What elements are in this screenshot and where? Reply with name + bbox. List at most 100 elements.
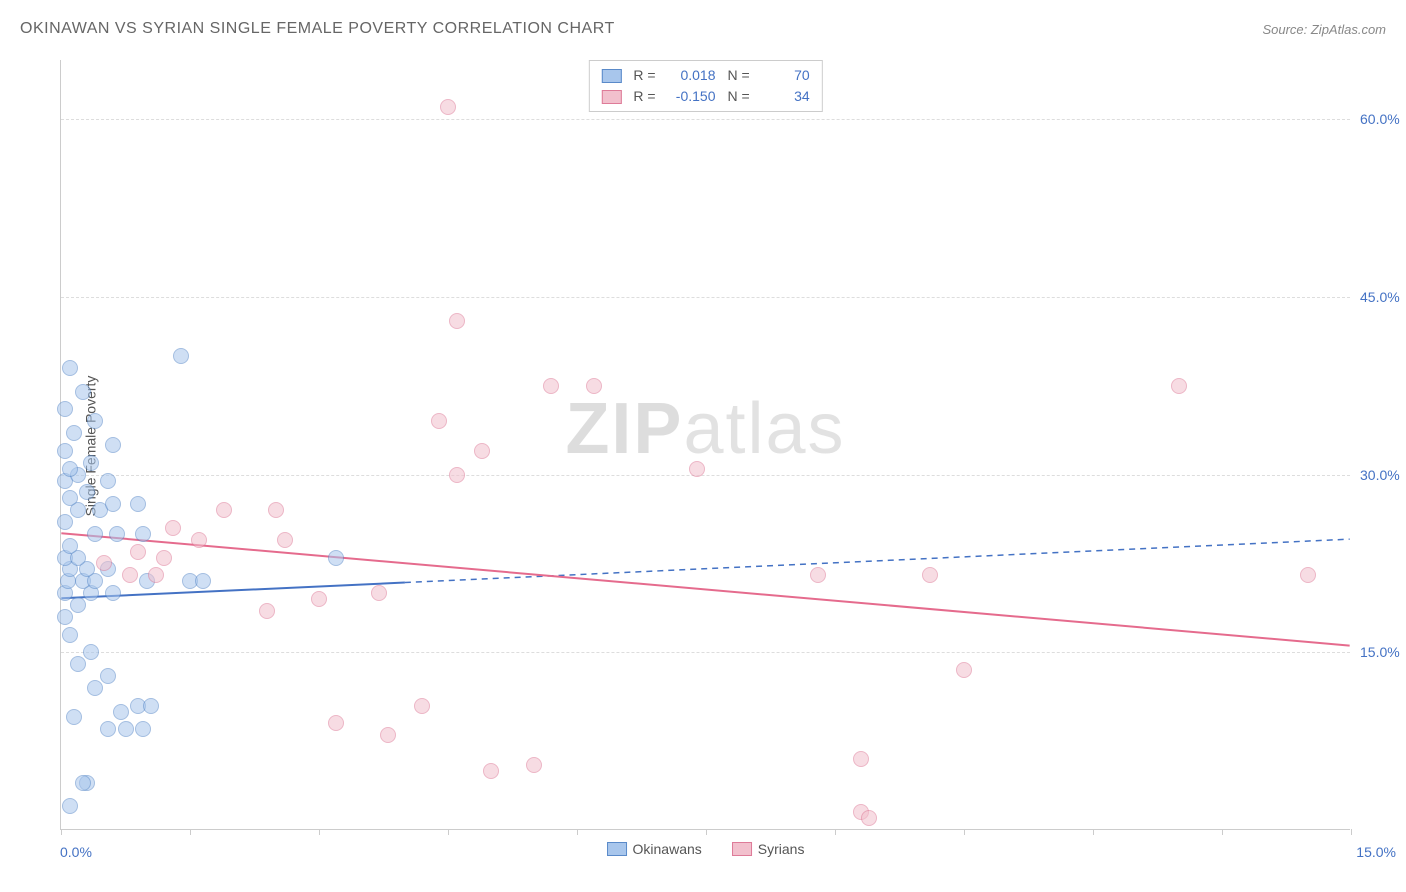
- data-point: [62, 490, 78, 506]
- data-point: [191, 532, 207, 548]
- data-point: [689, 461, 705, 477]
- data-point: [148, 567, 164, 583]
- data-point: [62, 461, 78, 477]
- legend-label-okinawans: Okinawans: [633, 841, 702, 857]
- data-point: [113, 704, 129, 720]
- data-point: [1171, 378, 1187, 394]
- y-tick-label: 60.0%: [1360, 111, 1406, 127]
- x-tick: [1222, 829, 1223, 835]
- n-value-syrians: 34: [758, 86, 810, 107]
- data-point: [861, 810, 877, 826]
- y-tick-label: 45.0%: [1360, 289, 1406, 305]
- data-point: [449, 467, 465, 483]
- data-point: [135, 721, 151, 737]
- data-point: [57, 401, 73, 417]
- data-point: [87, 413, 103, 429]
- data-point: [449, 313, 465, 329]
- correlation-legend: R = 0.018 N = 70 R = -0.150 N = 34: [588, 60, 822, 112]
- legend-item-okinawans: Okinawans: [607, 841, 702, 857]
- legend-label-syrians: Syrians: [758, 841, 805, 857]
- data-point: [100, 473, 116, 489]
- swatch-okinawans-bottom: [607, 842, 627, 856]
- y-tick-label: 15.0%: [1360, 644, 1406, 660]
- data-point: [75, 775, 91, 791]
- data-point: [526, 757, 542, 773]
- r-value-syrians: -0.150: [664, 86, 716, 107]
- data-point: [474, 443, 490, 459]
- data-point: [57, 514, 73, 530]
- data-point: [328, 715, 344, 731]
- r-value-okinawans: 0.018: [664, 65, 716, 86]
- data-point: [380, 727, 396, 743]
- x-tick: [1093, 829, 1094, 835]
- n-value-okinawans: 70: [758, 65, 810, 86]
- data-point: [96, 555, 112, 571]
- r-label: R =: [633, 86, 655, 107]
- trend-lines-svg: [61, 60, 1350, 829]
- watermark: ZIPatlas: [565, 388, 845, 470]
- data-point: [62, 538, 78, 554]
- data-point: [66, 709, 82, 725]
- data-point: [122, 567, 138, 583]
- data-point: [156, 550, 172, 566]
- x-tick: [706, 829, 707, 835]
- legend-item-syrians: Syrians: [732, 841, 805, 857]
- x-tick: [577, 829, 578, 835]
- chart-plot-area: ZIPatlas R = 0.018 N = 70 R = -0.150 N =…: [60, 60, 1350, 830]
- data-point: [83, 644, 99, 660]
- source-attribution: Source: ZipAtlas.com: [1262, 22, 1386, 37]
- data-point: [79, 484, 95, 500]
- y-tick-label: 30.0%: [1360, 467, 1406, 483]
- data-point: [259, 603, 275, 619]
- data-point: [1300, 567, 1316, 583]
- data-point: [414, 698, 430, 714]
- grid-line: [61, 119, 1350, 120]
- n-label: N =: [728, 65, 750, 86]
- x-tick: [1351, 829, 1352, 835]
- data-point: [311, 591, 327, 607]
- watermark-zip: ZIP: [565, 389, 683, 469]
- data-point: [100, 721, 116, 737]
- data-point: [143, 698, 159, 714]
- data-point: [130, 496, 146, 512]
- data-point: [440, 99, 456, 115]
- x-tick: [448, 829, 449, 835]
- data-point: [57, 443, 73, 459]
- x-tick: [964, 829, 965, 835]
- data-point: [70, 597, 86, 613]
- data-point: [105, 496, 121, 512]
- series-legend: Okinawans Syrians: [607, 841, 805, 857]
- data-point: [543, 378, 559, 394]
- data-point: [586, 378, 602, 394]
- legend-row-okinawans: R = 0.018 N = 70: [601, 65, 809, 86]
- data-point: [268, 502, 284, 518]
- data-point: [277, 532, 293, 548]
- watermark-atlas: atlas: [683, 389, 845, 469]
- data-point: [57, 609, 73, 625]
- data-point: [371, 585, 387, 601]
- data-point: [956, 662, 972, 678]
- data-point: [62, 627, 78, 643]
- data-point: [810, 567, 826, 583]
- data-point: [431, 413, 447, 429]
- data-point: [328, 550, 344, 566]
- data-point: [83, 455, 99, 471]
- data-point: [135, 526, 151, 542]
- grid-line: [61, 475, 1350, 476]
- x-axis-right-label: 15.0%: [1356, 844, 1396, 860]
- data-point: [173, 348, 189, 364]
- data-point: [130, 544, 146, 560]
- data-point: [483, 763, 499, 779]
- swatch-syrians: [601, 90, 621, 104]
- data-point: [105, 437, 121, 453]
- data-point: [109, 526, 125, 542]
- chart-title: OKINAWAN VS SYRIAN SINGLE FEMALE POVERTY…: [20, 20, 615, 38]
- data-point: [195, 573, 211, 589]
- data-point: [216, 502, 232, 518]
- data-point: [100, 668, 116, 684]
- data-point: [75, 384, 91, 400]
- x-axis-left-label: 0.0%: [60, 844, 92, 860]
- data-point: [118, 721, 134, 737]
- grid-line: [61, 297, 1350, 298]
- data-point: [853, 751, 869, 767]
